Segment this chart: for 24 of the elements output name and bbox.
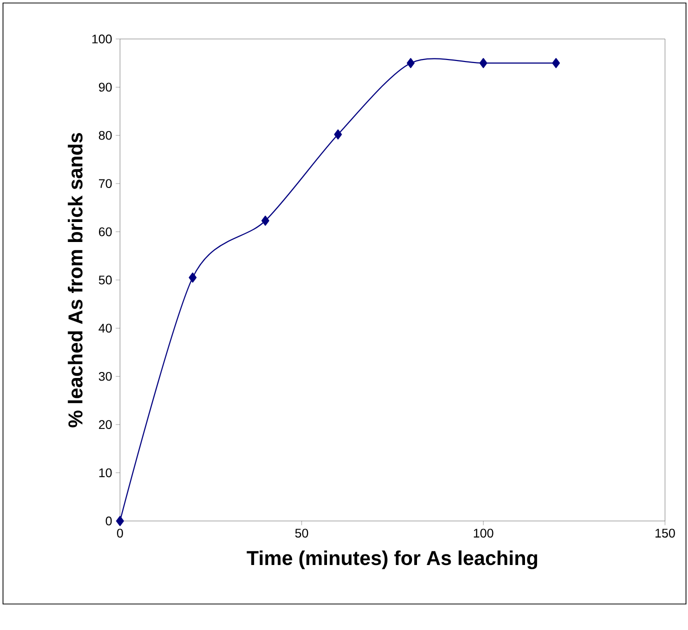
x-axis-title: Time (minutes) for As leaching [246,550,538,570]
x-tick-label: 50 [295,528,308,538]
x-tick-label: 150 [656,528,675,538]
point [261,216,270,226]
y-tick-label: 60 [98,227,112,236]
y-tick-label: 40 [98,324,112,333]
y-tick-label: 20 [98,420,112,430]
y-axis-title: % leached As from brick sands [68,133,83,428]
y-tick-label: 70 [98,179,112,188]
point [334,129,342,140]
point [552,58,560,68]
y-tick-label: 30 [98,372,112,381]
point [116,516,124,526]
y-tick-label: 90 [98,82,112,92]
y-tick-label: 10 [99,468,112,478]
y-tick-label: 80 [98,130,112,140]
point [406,58,415,68]
y-tick-label: 50 [98,276,112,284]
point [188,272,197,283]
x-tick-label: 100 [474,528,494,538]
y-tick-label: 100 [92,34,112,44]
x-tick-label: 0 [117,528,123,538]
point [479,58,488,68]
y-tick-label: 0 [106,516,112,526]
